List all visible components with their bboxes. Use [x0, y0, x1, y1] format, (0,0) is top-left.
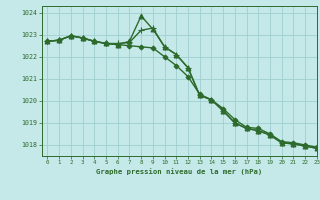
X-axis label: Graphe pression niveau de la mer (hPa): Graphe pression niveau de la mer (hPa): [96, 168, 262, 175]
